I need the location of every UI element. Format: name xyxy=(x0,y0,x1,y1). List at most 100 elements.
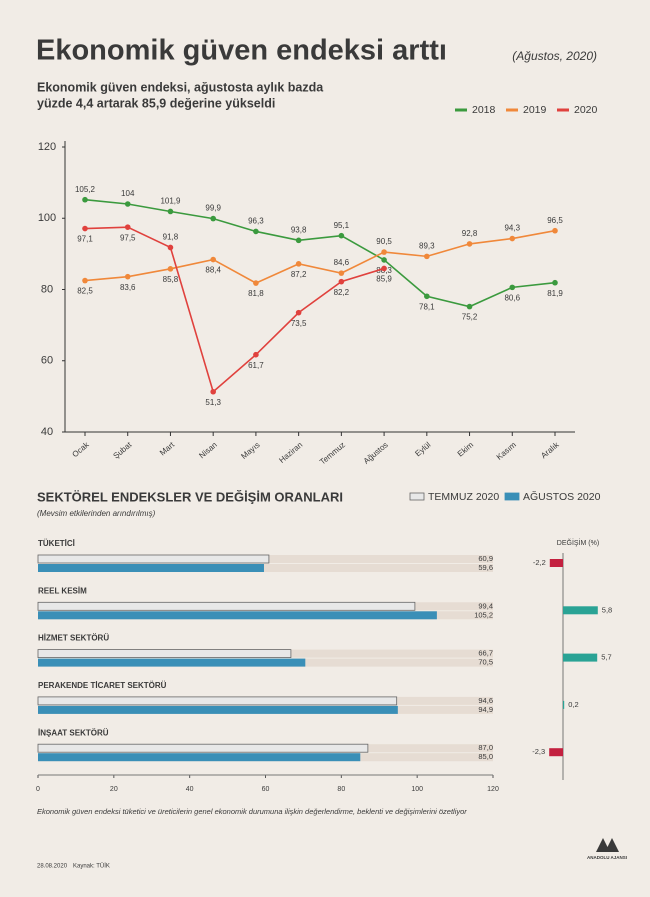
point xyxy=(124,273,131,280)
y-tick-label: 80 xyxy=(41,283,53,295)
x-tick-label: 80 xyxy=(337,786,345,793)
bar xyxy=(37,696,398,706)
bar-track xyxy=(38,564,493,572)
change-label: 0,2 xyxy=(568,700,578,709)
change-bar xyxy=(563,700,565,709)
category-label: HİZMET SEKTÖRÜ xyxy=(38,634,109,643)
bar xyxy=(38,611,437,620)
y-tick-label: 100 xyxy=(38,212,56,224)
change-bar xyxy=(563,653,598,662)
bar-subtitle: (Mevsim etkilerinden arındırılmış) xyxy=(37,509,156,518)
x-tick-label: 100 xyxy=(411,786,423,793)
bar xyxy=(37,743,369,753)
series-line xyxy=(84,229,556,284)
point xyxy=(210,256,216,263)
category-label: İNŞAAT SEKTÖRÜ xyxy=(38,728,109,737)
bar xyxy=(37,601,416,611)
date: (Ağustos, 2020) xyxy=(512,49,597,63)
logo-text: ANADOLU AJANSI xyxy=(587,855,627,860)
y-tick-label: 120 xyxy=(38,141,56,153)
point xyxy=(466,241,473,247)
data-label: 84,6 xyxy=(334,258,350,267)
source: Kaynak: TÜİK xyxy=(73,863,110,870)
point xyxy=(82,277,88,284)
bar xyxy=(38,564,264,572)
footnote: Ekonomik güven endeksi tüketici ve üreti… xyxy=(37,807,467,816)
data-label: 73,5 xyxy=(291,319,307,328)
data-label: 51,3 xyxy=(205,398,221,407)
point xyxy=(338,232,345,239)
point xyxy=(124,201,131,207)
change-label: -2,3 xyxy=(532,747,545,756)
bar xyxy=(37,554,270,564)
point xyxy=(424,293,430,300)
x-tick-label: 20 xyxy=(110,786,118,793)
data-label: 95,1 xyxy=(334,221,350,230)
change-bar xyxy=(549,748,563,757)
value-label: 85,0 xyxy=(478,752,493,761)
x-tick-label: 0 xyxy=(36,786,40,793)
point xyxy=(253,228,259,235)
data-label: 101,9 xyxy=(160,197,181,206)
value-label: 87,0 xyxy=(478,743,493,752)
point xyxy=(381,265,387,272)
value-label: 70,5 xyxy=(478,658,493,667)
x-tick-label: 40 xyxy=(186,786,194,793)
data-label: 104 xyxy=(121,189,135,198)
change-label: 5,8 xyxy=(602,605,612,614)
point xyxy=(167,208,174,215)
x-tick-label: 60 xyxy=(262,786,270,793)
bar xyxy=(38,753,361,762)
data-label: 81,8 xyxy=(248,289,264,298)
category-label: TÜKETİCİ xyxy=(38,539,75,548)
point xyxy=(295,261,302,267)
footer-date: 28.08.2020 xyxy=(37,864,68,870)
data-label: 80,6 xyxy=(504,293,520,302)
point xyxy=(82,196,88,203)
legend-label: TEMMUZ 2020 xyxy=(428,491,499,503)
bar xyxy=(38,705,398,714)
point xyxy=(552,279,558,286)
data-label: 96,5 xyxy=(547,216,563,225)
subtitle: Ekonomik güven endeksi, ağustosta aylık … xyxy=(37,80,324,94)
logo-mark xyxy=(596,838,619,852)
point xyxy=(381,249,387,255)
data-label: 96,3 xyxy=(248,217,264,226)
data-label: 97,1 xyxy=(77,235,93,244)
value-label: 94,9 xyxy=(478,705,493,714)
data-label: 92,8 xyxy=(462,229,478,238)
data-label: 94,3 xyxy=(504,224,520,233)
point xyxy=(338,270,345,276)
data-label: 85,9 xyxy=(376,275,392,284)
point xyxy=(253,351,259,358)
category-label: PERAKENDE TİCARET SEKTÖRÜ xyxy=(38,681,167,690)
bar xyxy=(37,649,292,658)
data-label: 93,8 xyxy=(291,225,307,234)
value-label: 99,4 xyxy=(478,601,493,610)
legend-swatch xyxy=(409,492,425,501)
change-label: -2,2 xyxy=(533,558,546,567)
y-tick-label: 40 xyxy=(41,426,53,438)
change-bar xyxy=(549,559,563,567)
data-label: 87,2 xyxy=(291,270,307,279)
value-label: 60,9 xyxy=(478,554,493,563)
data-label: 89,3 xyxy=(419,241,435,250)
legend-swatch xyxy=(504,492,520,501)
change-bar xyxy=(563,606,598,615)
point xyxy=(424,253,430,260)
data-label: 83,6 xyxy=(120,283,136,292)
bar-title: SEKTÖREL ENDEKSLER VE DEĞİŞİM ORANLARI xyxy=(37,489,343,504)
point xyxy=(552,227,558,234)
series-line xyxy=(84,226,385,394)
point xyxy=(295,237,302,244)
data-label: 85,8 xyxy=(163,275,179,284)
point xyxy=(210,388,216,395)
x-tick-label: 120 xyxy=(487,786,499,793)
point xyxy=(167,244,174,251)
data-label: 99,9 xyxy=(205,204,221,213)
point xyxy=(509,235,516,242)
subtitle: yüzde 4,4 artarak 85,9 değerine yükseldi xyxy=(37,96,275,110)
value-label: 105,2 xyxy=(474,610,493,619)
data-label: 82,5 xyxy=(77,287,93,296)
